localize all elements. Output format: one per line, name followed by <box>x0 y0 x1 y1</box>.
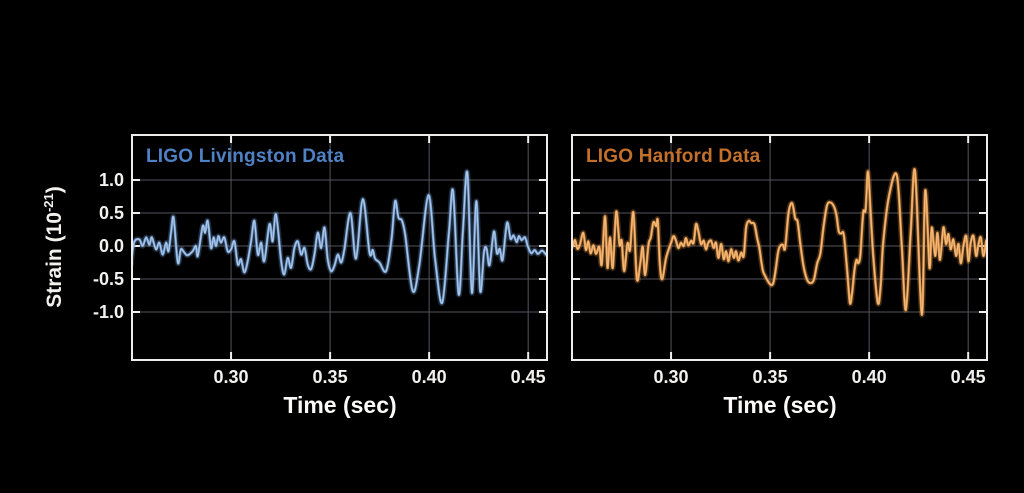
hanford-waveform-plot <box>573 136 986 359</box>
y-tick-label: -0.5 <box>92 269 124 289</box>
waveform-highlight <box>573 168 986 316</box>
livingston-panel-title: LIGO Livingston Data <box>146 146 345 167</box>
y-tick-label: 0.5 <box>98 203 124 224</box>
hanford-panel: LIGO Hanford Data <box>571 134 988 361</box>
strain-axis-label-text: Strain (10 <box>43 212 66 308</box>
livingston-xaxis-title: Time (sec) <box>283 392 397 418</box>
hanford-panel-title: LIGO Hanford Data <box>586 146 761 167</box>
x-tick-label: 0.30 <box>213 367 249 387</box>
x-tick-label: 0.30 <box>653 367 689 387</box>
x-tick-label: 0.45 <box>510 367 546 387</box>
livingston-waveform-plot <box>133 136 546 359</box>
hanford-xaxis-title: Time (sec) <box>723 392 837 418</box>
y-tick-label: -1.0 <box>92 302 124 322</box>
livingston-panel: LIGO Livingston Data <box>131 134 548 361</box>
y-tick-label: 0.0 <box>98 236 124 256</box>
x-tick-label: 0.35 <box>312 367 348 387</box>
y-tick-label: 1.0 <box>98 170 124 191</box>
waveform-highlight <box>133 171 546 304</box>
x-tick-label: 0.40 <box>411 367 447 387</box>
x-tick-label: 0.35 <box>752 367 788 387</box>
strain-axis-exponent: -21 <box>41 193 56 213</box>
x-tick-label: 0.45 <box>950 367 986 387</box>
waveform-glow <box>133 168 546 306</box>
x-tick-label: 0.40 <box>851 367 887 387</box>
